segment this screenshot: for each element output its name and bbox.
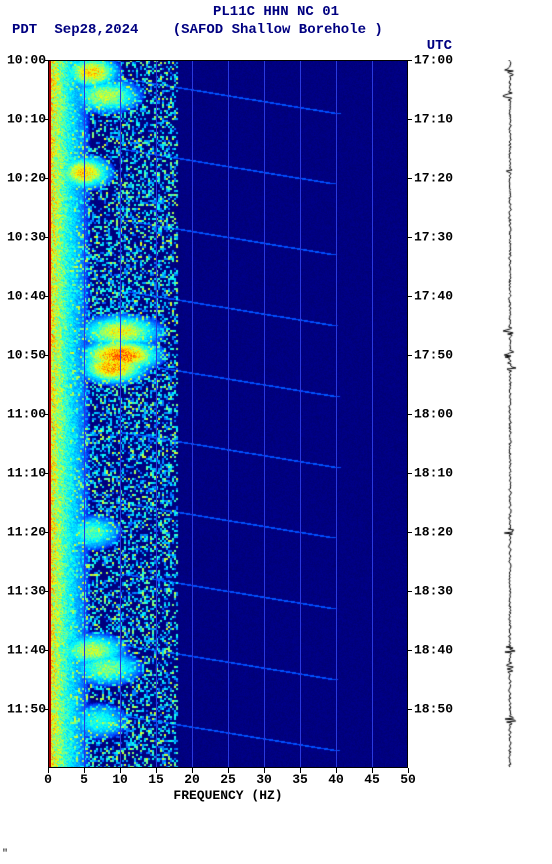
y-right-tick-mark	[408, 237, 412, 238]
y-right-tick-label: 17:10	[414, 112, 453, 127]
vertical-gridline	[84, 60, 85, 768]
low-freq-red-edge	[48, 60, 51, 768]
y-left-tick-mark	[44, 650, 48, 651]
tz-left-label: PDT	[12, 22, 46, 38]
y-left-tick-mark	[44, 709, 48, 710]
y-right-tick-mark	[408, 473, 412, 474]
y-right-tick-mark	[408, 119, 412, 120]
x-tick-label: 50	[400, 772, 416, 787]
x-tick-label: 10	[112, 772, 128, 787]
y-right-tick-label: 18:00	[414, 407, 453, 422]
y-right-tick-mark	[408, 60, 412, 61]
y-right-tick-label: 17:30	[414, 230, 453, 245]
vertical-gridline	[264, 60, 265, 768]
x-tick-mark	[228, 768, 229, 773]
vertical-gridline	[372, 60, 373, 768]
x-tick-mark	[408, 768, 409, 773]
y-left-tick-mark	[44, 178, 48, 179]
x-tick-mark	[156, 768, 157, 773]
x-tick-label: 30	[256, 772, 272, 787]
y-left-tick-label: 11:00	[1, 407, 46, 422]
x-tick-label: 15	[148, 772, 164, 787]
y-left-tick-label: 11:10	[1, 466, 46, 481]
y-right-tick-label: 17:40	[414, 289, 453, 304]
y-right-tick-mark	[408, 591, 412, 592]
x-tick-mark	[48, 768, 49, 773]
y-left-tick-mark	[44, 414, 48, 415]
y-right-tick-label: 18:30	[414, 584, 453, 599]
y-right-tick-mark	[408, 414, 412, 415]
x-tick-mark	[336, 768, 337, 773]
y-left-tick-mark	[44, 473, 48, 474]
y-left-tick-mark	[44, 60, 48, 61]
waveform-canvas	[500, 60, 520, 768]
y-right-tick-mark	[408, 296, 412, 297]
y-left-tick-label: 10:50	[1, 348, 46, 363]
date-label: Sep28,2024	[54, 22, 154, 38]
y-left-tick-mark	[44, 591, 48, 592]
y-right-tick-label: 17:50	[414, 348, 453, 363]
chart-title-line2: PDT Sep28,2024 (SAFOD Shallow Borehole )…	[0, 22, 552, 54]
x-tick-label: 35	[292, 772, 308, 787]
x-tick-mark	[264, 768, 265, 773]
y-left-tick-label: 10:40	[1, 289, 46, 304]
y-left-tick-label: 11:50	[1, 702, 46, 717]
y-right-tick-label: 17:20	[414, 171, 453, 186]
y-right-tick-mark	[408, 709, 412, 710]
y-left-tick-mark	[44, 355, 48, 356]
x-tick-label: 45	[364, 772, 380, 787]
chart-title-line1: PL11C HHN NC 01	[0, 4, 552, 20]
y-left-tick-label: 11:30	[1, 584, 46, 599]
y-left-tick-label: 10:10	[1, 112, 46, 127]
page-root: PL11C HHN NC 01 PDT Sep28,2024 (SAFOD Sh…	[0, 0, 552, 864]
y-left-tick-mark	[44, 296, 48, 297]
y-right-tick-label: 18:50	[414, 702, 453, 717]
y-right-tick-mark	[408, 650, 412, 651]
vertical-gridline	[300, 60, 301, 768]
x-tick-mark	[84, 768, 85, 773]
x-tick-label: 40	[328, 772, 344, 787]
y-left-tick-mark	[44, 119, 48, 120]
x-tick-label: 5	[80, 772, 88, 787]
x-tick-label: 25	[220, 772, 236, 787]
vertical-gridline	[120, 60, 121, 768]
station-label: (SAFOD Shallow Borehole )	[163, 22, 393, 38]
x-axis-label: FREQUENCY (HZ)	[48, 788, 408, 803]
y-right-tick-label: 17:00	[414, 53, 453, 68]
y-left-tick-label: 11:40	[1, 643, 46, 658]
vertical-gridline	[156, 60, 157, 768]
y-right-tick-label: 18:10	[414, 466, 453, 481]
y-right-tick-label: 18:20	[414, 525, 453, 540]
y-left-tick-label: 10:30	[1, 230, 46, 245]
footer-mark: "	[2, 849, 8, 860]
waveform-sidebar	[500, 60, 520, 768]
y-right-tick-label: 18:40	[414, 643, 453, 658]
y-right-tick-mark	[408, 355, 412, 356]
x-tick-mark	[372, 768, 373, 773]
y-left-tick-label: 10:20	[1, 171, 46, 186]
y-left-tick-label: 10:00	[1, 53, 46, 68]
y-left-tick-label: 11:20	[1, 525, 46, 540]
y-right-tick-mark	[408, 178, 412, 179]
vertical-gridline	[336, 60, 337, 768]
x-tick-label: 0	[44, 772, 52, 787]
y-left-tick-mark	[44, 237, 48, 238]
x-tick-mark	[192, 768, 193, 773]
vertical-gridline	[228, 60, 229, 768]
spectrogram-plot	[48, 60, 408, 768]
vertical-gridline	[192, 60, 193, 768]
y-left-tick-mark	[44, 532, 48, 533]
x-tick-mark	[300, 768, 301, 773]
x-tick-label: 20	[184, 772, 200, 787]
y-right-tick-mark	[408, 532, 412, 533]
x-tick-mark	[120, 768, 121, 773]
